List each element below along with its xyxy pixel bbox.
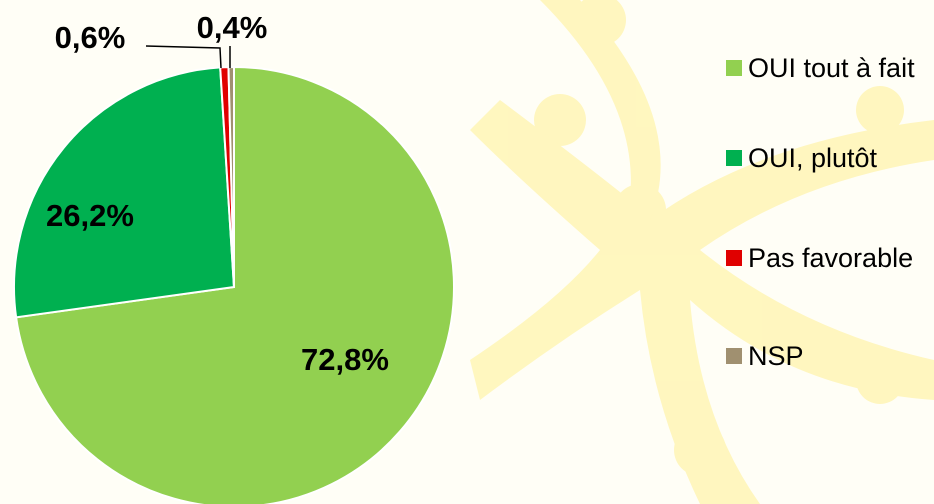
legend-label: OUI tout à fait xyxy=(748,53,915,83)
pie-slice xyxy=(14,65,455,504)
data-label: 26,2% xyxy=(46,198,134,233)
legend-swatch xyxy=(726,60,742,76)
legend-swatch xyxy=(726,150,742,166)
legend-item: NSP xyxy=(726,338,918,374)
legend-item: OUI tout à fait xyxy=(726,50,918,86)
legend-item: Pas favorable xyxy=(726,240,918,276)
data-label: 72,8% xyxy=(301,342,389,377)
leader-line xyxy=(145,45,222,69)
legend-swatch xyxy=(726,250,742,266)
legend-label: NSP xyxy=(748,341,804,371)
legend-label: Pas favorable xyxy=(748,243,914,273)
pie-slice xyxy=(13,66,236,319)
legend-swatch xyxy=(726,348,742,364)
background-cross xyxy=(470,0,934,504)
legend-item: OUI, plutôt xyxy=(726,140,918,176)
data-label: 0,4% xyxy=(197,10,268,45)
data-label: 0,6% xyxy=(55,20,126,55)
pie-slice xyxy=(227,65,235,288)
pie xyxy=(13,65,455,504)
legend-label: OUI, plutôt xyxy=(748,143,878,173)
